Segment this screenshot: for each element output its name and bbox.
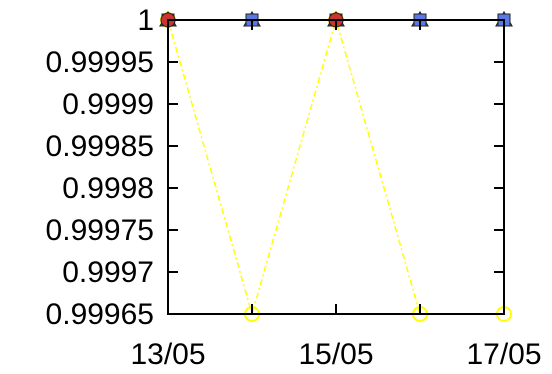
y-tick-label: 0.9999 bbox=[62, 88, 154, 121]
x-tick-label: 17/05 bbox=[466, 338, 541, 371]
y-tick-label: 0.99985 bbox=[46, 130, 154, 163]
x-axis-tick-labels: 13/05 15/05 17/05 bbox=[130, 338, 541, 371]
y-tick-label: 0.9997 bbox=[62, 256, 154, 289]
plot-frame bbox=[167, 19, 505, 315]
y-tick-label: 0.9998 bbox=[62, 172, 154, 205]
series-1 bbox=[160, 12, 512, 322]
y-tick-label: 0.99965 bbox=[46, 298, 154, 331]
y-axis-tick-labels: 1 0.99995 0.9999 0.99985 0.9998 0.99975 0.9997… bbox=[46, 4, 154, 331]
y-tick-label: 0.99975 bbox=[46, 214, 154, 247]
plot-marks bbox=[159, 10, 513, 322]
x-tick-label: 15/05 bbox=[298, 338, 373, 371]
series-line bbox=[167, 17, 504, 317]
y-tick-label: 0.99995 bbox=[46, 46, 154, 79]
axis-ticks bbox=[167, 19, 505, 315]
x-tick-label: 13/05 bbox=[130, 338, 205, 371]
y-tick-label: 1 bbox=[137, 4, 154, 37]
